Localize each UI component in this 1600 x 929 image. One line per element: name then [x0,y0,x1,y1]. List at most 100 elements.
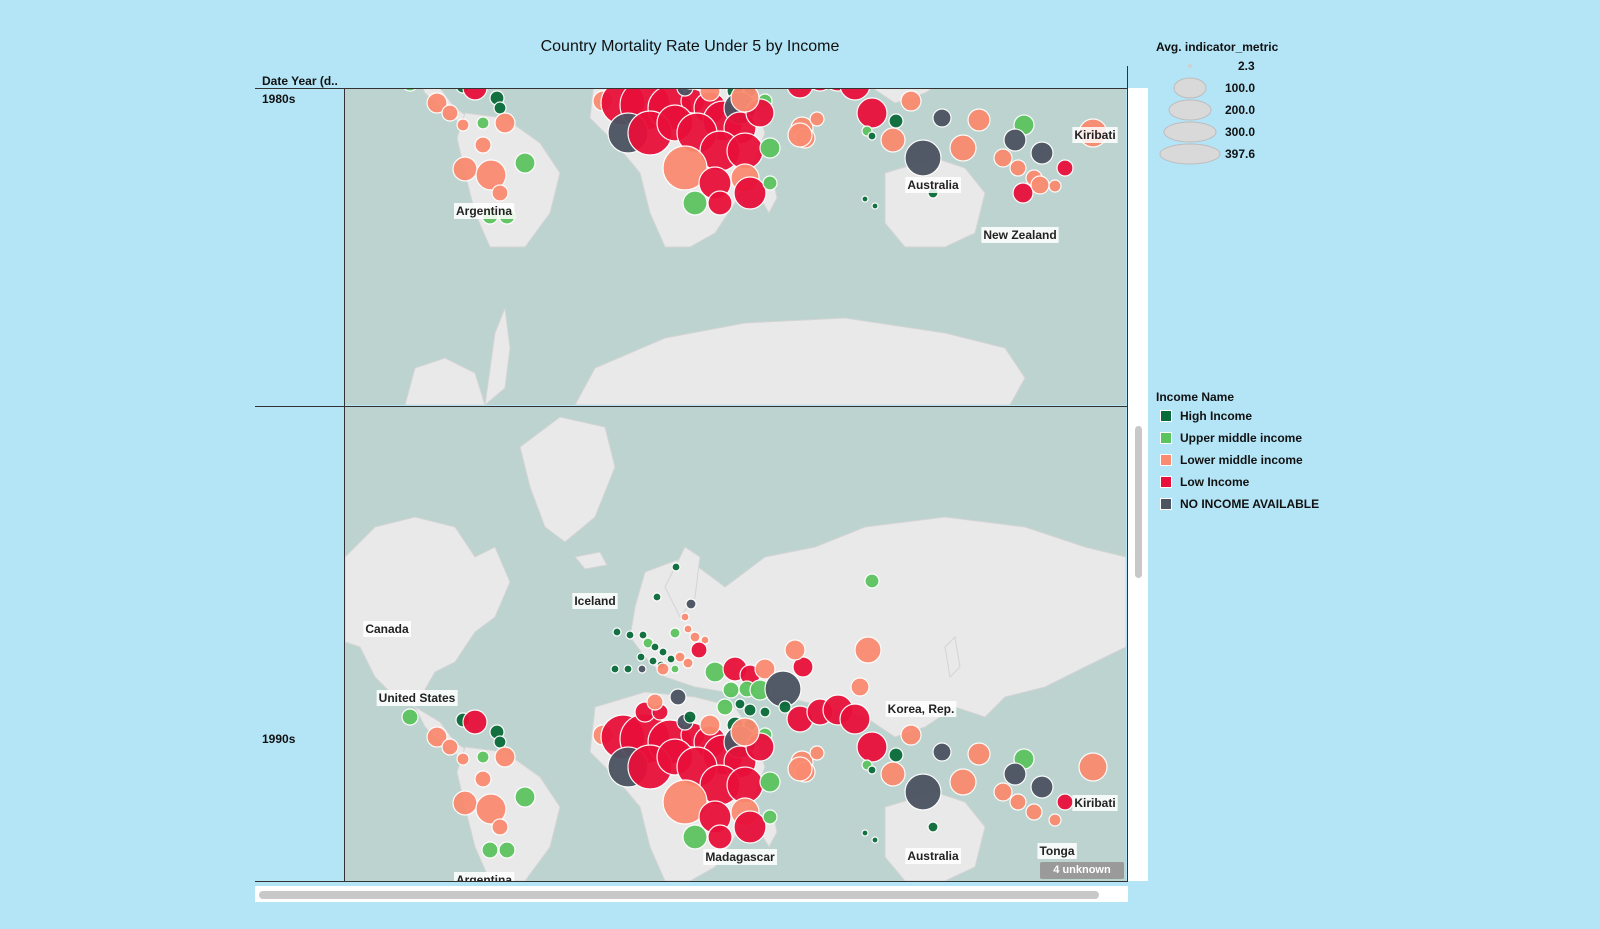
country-bubble[interactable] [722,681,740,699]
country-bubble[interactable] [733,176,767,210]
country-bubble[interactable] [1009,793,1027,811]
country-bubble[interactable] [1048,179,1062,193]
country-bubble[interactable] [871,836,879,844]
country-bubble[interactable] [685,598,697,610]
unknown-badge[interactable]: 4 unknown [1040,862,1124,879]
country-bubble[interactable] [676,88,694,97]
horizontal-scroll-thumb[interactable] [259,891,1099,899]
map-1980s[interactable]: Argentina Australia New Zealand Kiribati [345,88,1126,405]
country-bubble[interactable] [856,731,888,763]
country-bubble[interactable] [809,111,825,127]
country-bubble[interactable] [474,136,492,154]
row-label-1990s[interactable]: 1990s [262,732,296,746]
country-bubble[interactable] [786,88,814,99]
country-bubble[interactable] [658,647,668,657]
country-bubble[interactable] [787,122,813,148]
country-bubble[interactable] [689,631,701,643]
country-bubble[interactable] [625,630,635,640]
country-bubble[interactable] [792,656,814,678]
country-bubble[interactable] [669,627,681,639]
country-bubble[interactable] [880,127,906,153]
country-bubble[interactable] [1030,175,1050,195]
country-bubble[interactable] [683,624,693,634]
country-bubble[interactable] [514,152,536,174]
country-bubble[interactable] [993,148,1013,168]
country-bubble[interactable] [646,693,664,711]
country-bubble[interactable] [683,710,697,724]
country-bubble[interactable] [462,709,488,735]
size-legend-item[interactable]: 397.6 [1225,147,1256,161]
country-bubble[interactable] [1012,182,1034,204]
country-bubble[interactable] [623,664,633,674]
country-bubble[interactable] [759,771,781,793]
country-bubble[interactable] [900,724,922,746]
country-bubble[interactable] [967,108,991,132]
country-bubble[interactable] [754,658,776,680]
country-bubble[interactable] [861,195,869,203]
country-bubble[interactable] [993,782,1013,802]
map-panel-1980s[interactable]: Argentina Australia New Zealand Kiribati [345,88,1126,405]
country-bubble[interactable] [904,139,942,177]
legend-item-no-income-available[interactable]: NO INCOME AVAILABLE [1160,495,1319,513]
size-legend-item[interactable]: 300.0 [1225,125,1256,139]
country-bubble[interactable] [932,108,952,128]
country-bubble[interactable] [456,118,470,132]
country-bubble[interactable] [493,101,507,115]
legend-item-upper-middle-income[interactable]: Upper middle income [1160,429,1302,447]
country-bubble[interactable] [666,654,676,664]
country-bubble[interactable] [426,92,448,114]
country-bubble[interactable] [494,746,516,768]
country-bubble[interactable] [904,773,942,811]
country-bubble[interactable] [759,137,781,159]
country-bubble[interactable] [871,202,879,210]
country-bubble[interactable] [967,742,991,766]
country-bubble[interactable] [1048,813,1062,827]
country-bubble[interactable] [888,747,904,763]
country-bubble[interactable] [662,779,708,825]
country-bubble[interactable] [648,656,658,666]
size-legend-item[interactable]: 100.0 [1225,81,1256,95]
country-bubble[interactable] [476,750,490,764]
country-bubble[interactable] [462,88,488,101]
country-bubble[interactable] [491,184,509,202]
country-bubble[interactable] [784,639,806,661]
country-bubble[interactable] [707,190,733,216]
country-bubble[interactable] [716,698,734,716]
country-bubble[interactable] [730,88,760,113]
country-bubble[interactable] [671,562,681,572]
row-label-1980s[interactable]: 1980s [262,92,296,106]
country-bubble[interactable] [498,841,516,859]
country-bubble[interactable] [669,688,687,706]
country-bubble[interactable] [1025,803,1043,821]
country-bubble[interactable] [656,662,670,676]
country-bubble[interactable] [662,145,708,191]
country-bubble[interactable] [1078,752,1108,782]
country-bubble[interactable] [850,677,870,697]
country-bubble[interactable] [652,592,662,602]
country-bubble[interactable] [1030,775,1054,799]
country-bubble[interactable] [856,97,888,129]
country-bubble[interactable] [759,706,771,718]
country-bubble[interactable] [1056,793,1074,811]
country-bubble[interactable] [491,818,509,836]
country-bubble[interactable] [743,703,757,717]
country-bubble[interactable] [1003,128,1027,152]
country-bubble[interactable] [861,829,869,837]
country-bubble[interactable] [474,770,492,788]
country-bubble[interactable] [1030,141,1054,165]
size-legend-item[interactable]: 200.0 [1225,103,1256,117]
country-bubble[interactable] [456,752,470,766]
country-bubble[interactable] [734,698,746,710]
country-bubble[interactable] [680,612,690,622]
country-bubble[interactable] [762,175,778,191]
country-bubble[interactable] [401,708,419,726]
horizontal-scrollbar[interactable] [255,886,1128,902]
map-1990s[interactable]: Canada Iceland United States Korea, Rep. Kir… [345,407,1126,881]
country-bubble[interactable] [880,761,906,787]
country-bubble[interactable] [778,700,792,714]
country-bubble[interactable] [514,786,536,808]
country-bubble[interactable] [441,738,459,756]
country-bubble[interactable] [452,156,478,182]
country-bubble[interactable] [949,768,977,796]
country-bubble[interactable] [927,821,939,833]
